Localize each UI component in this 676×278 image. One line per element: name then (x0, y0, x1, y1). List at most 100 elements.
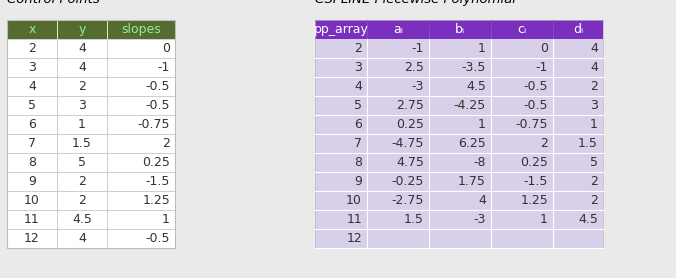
Text: 0.25: 0.25 (520, 156, 548, 169)
Bar (7, 39, 57, 58)
Text: 8: 8 (354, 156, 362, 169)
Text: 1: 1 (478, 118, 486, 131)
Bar (315, 96, 603, 115)
Text: 3: 3 (78, 99, 86, 112)
Text: Control Points: Control Points (7, 0, 100, 6)
Bar (107, 58, 175, 77)
Text: 4: 4 (590, 42, 598, 55)
Text: 2: 2 (78, 175, 86, 188)
Text: 2.5: 2.5 (404, 61, 424, 74)
Bar (57, 96, 107, 115)
Text: 1: 1 (590, 118, 598, 131)
Bar (107, 191, 175, 210)
Text: slopes: slopes (121, 23, 161, 36)
Text: pp_array: pp_array (314, 23, 368, 36)
Text: dᵢ: dᵢ (573, 23, 583, 36)
Bar (315, 172, 603, 191)
Bar (107, 96, 175, 115)
Bar (7, 191, 57, 210)
Text: -0.5: -0.5 (145, 80, 170, 93)
Text: 7: 7 (354, 137, 362, 150)
Bar (7, 20, 57, 39)
Text: -4.25: -4.25 (454, 99, 486, 112)
Bar (57, 153, 107, 172)
Text: -1.5: -1.5 (524, 175, 548, 188)
Text: 5: 5 (28, 99, 36, 112)
Text: 2: 2 (28, 42, 36, 55)
Text: 2: 2 (590, 194, 598, 207)
Text: 6.25: 6.25 (458, 137, 486, 150)
Bar (7, 229, 57, 248)
Text: 6: 6 (28, 118, 36, 131)
Text: 9: 9 (28, 175, 36, 188)
Text: 11: 11 (24, 213, 40, 226)
Bar (57, 191, 107, 210)
Bar (315, 77, 603, 96)
Text: 1: 1 (162, 213, 170, 226)
Text: 0: 0 (540, 42, 548, 55)
Text: -1: -1 (535, 61, 548, 74)
Bar (107, 210, 175, 229)
Bar (107, 77, 175, 96)
Bar (7, 134, 57, 153)
Text: -0.5: -0.5 (523, 99, 548, 112)
Text: -1.5: -1.5 (145, 175, 170, 188)
Bar (315, 115, 603, 134)
Text: 5: 5 (78, 156, 86, 169)
Bar (107, 229, 175, 248)
Text: 4: 4 (78, 61, 86, 74)
Bar (315, 134, 603, 153)
Bar (315, 229, 603, 248)
Bar (7, 210, 57, 229)
Bar (7, 58, 57, 77)
Bar (7, 96, 57, 115)
Text: -1: -1 (158, 61, 170, 74)
Text: 1: 1 (478, 42, 486, 55)
Text: 2: 2 (354, 42, 362, 55)
Text: 12: 12 (346, 232, 362, 245)
Bar (107, 20, 175, 39)
Bar (315, 210, 603, 229)
Text: 4: 4 (478, 194, 486, 207)
Text: 4.5: 4.5 (466, 80, 486, 93)
Bar (315, 20, 603, 248)
Text: bᵢ: bᵢ (455, 23, 465, 36)
Text: 12: 12 (24, 232, 40, 245)
Text: 2: 2 (590, 175, 598, 188)
Text: 2: 2 (162, 137, 170, 150)
Bar (57, 77, 107, 96)
Text: -0.75: -0.75 (516, 118, 548, 131)
Bar (107, 115, 175, 134)
Bar (107, 153, 175, 172)
Bar (57, 58, 107, 77)
Bar (57, 115, 107, 134)
Text: -3.5: -3.5 (462, 61, 486, 74)
Text: 2: 2 (540, 137, 548, 150)
Text: -0.5: -0.5 (523, 80, 548, 93)
Text: 6: 6 (354, 118, 362, 131)
Text: -2.75: -2.75 (391, 194, 424, 207)
Text: -0.75: -0.75 (137, 118, 170, 131)
Text: 3: 3 (354, 61, 362, 74)
Bar (57, 134, 107, 153)
Bar (315, 58, 603, 77)
Text: 2.75: 2.75 (396, 99, 424, 112)
Text: 2: 2 (78, 80, 86, 93)
Text: 11: 11 (346, 213, 362, 226)
Bar (315, 39, 603, 58)
Bar (315, 153, 603, 172)
Text: -0.5: -0.5 (145, 232, 170, 245)
Bar (57, 39, 107, 58)
Text: 5: 5 (354, 99, 362, 112)
Bar (107, 134, 175, 153)
Text: 4: 4 (78, 232, 86, 245)
Text: 1.25: 1.25 (142, 194, 170, 207)
Text: 3: 3 (590, 99, 598, 112)
Text: 0.25: 0.25 (142, 156, 170, 169)
Text: 4.75: 4.75 (396, 156, 424, 169)
Text: 0.25: 0.25 (396, 118, 424, 131)
Text: 1.5: 1.5 (72, 137, 92, 150)
Text: -0.25: -0.25 (391, 175, 424, 188)
Bar (7, 77, 57, 96)
Bar (57, 172, 107, 191)
